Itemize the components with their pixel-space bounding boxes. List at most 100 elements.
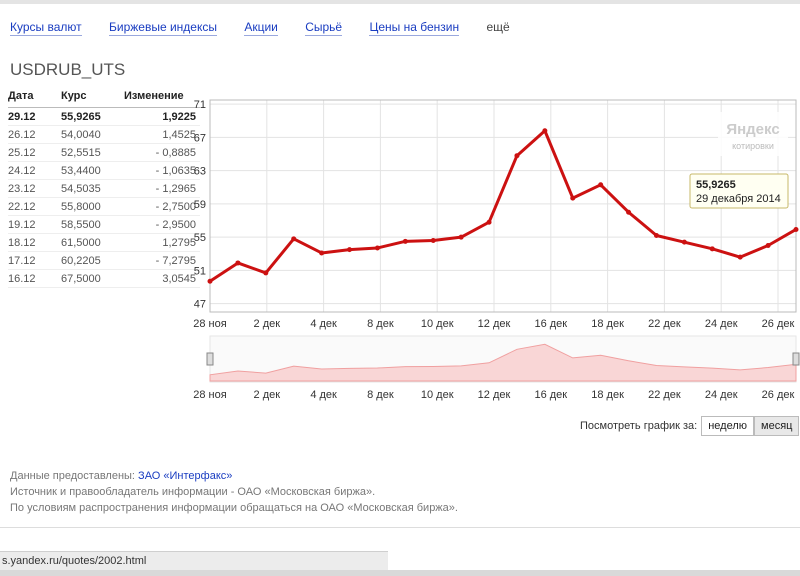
- table-header-row: Дата Курс Изменение: [8, 90, 200, 108]
- provider-link[interactable]: ЗАО «Интерфакс»: [138, 470, 233, 482]
- table-row: 24.12 53,4400- 1,0635: [8, 161, 200, 180]
- x-tick-label: 8 дек: [367, 318, 394, 330]
- data-point[interactable]: [430, 238, 436, 244]
- header-change: Изменение: [116, 90, 200, 108]
- data-point[interactable]: [458, 234, 464, 240]
- data-point[interactable]: [374, 245, 380, 251]
- row-change: - 1,0635: [116, 161, 200, 180]
- chart-area: Яндекс котировки 71 67 63 59 55 51 47 28 ноя 2 …: [190, 88, 800, 418]
- row-rate: 60,2205: [61, 251, 116, 270]
- navigator-x-tick-label: 4 дек: [310, 389, 337, 401]
- table-row: 29.12 55,9265 1,9225: [8, 107, 200, 126]
- nav-stocks[interactable]: Акции: [244, 20, 278, 36]
- data-point[interactable]: [570, 195, 576, 201]
- row-date: 18.12: [8, 233, 61, 252]
- nav-gasoline-prices[interactable]: Цены на бензин: [369, 20, 460, 36]
- data-point[interactable]: [207, 278, 213, 284]
- header-rate: Курс: [61, 90, 116, 108]
- data-point[interactable]: [514, 153, 520, 159]
- x-tick-label: 24 дек: [705, 318, 738, 330]
- nav-currency-rates[interactable]: Курсы валют: [10, 20, 82, 36]
- table-row: 26.12 54,0040 1,4525: [8, 125, 200, 144]
- tooltip-date: 29 декабря 2014: [696, 193, 781, 205]
- x-tick-label: 12 дек: [478, 318, 511, 330]
- footer-source: Источник и правообладатель информации - …: [10, 486, 376, 498]
- footer-terms: По условиям распространения информации о…: [10, 502, 458, 514]
- tooltip-value: 55,9265: [696, 179, 736, 191]
- data-point[interactable]: [347, 247, 353, 253]
- series-points: [207, 128, 799, 284]
- navigator-x-tick-label: 10 дек: [421, 389, 454, 401]
- row-change: 1,9225: [116, 107, 200, 126]
- x-tick-label: 10 дек: [421, 318, 454, 330]
- y-tick-label: 63: [194, 166, 206, 178]
- row-rate: 54,5035: [61, 179, 116, 198]
- x-tick-label: 16 дек: [534, 318, 567, 330]
- navigator-x-tick-label: 12 дек: [478, 389, 511, 401]
- data-point[interactable]: [653, 233, 659, 239]
- x-axis-ticks: 28 ноя 2 дек 4 дек 8 дек 10 дек 12 дек 16 дек 1…: [193, 318, 794, 330]
- y-axis-ticks: 71 67 63 59 55 51 47: [194, 99, 206, 311]
- navigator-x-tick-label: 18 дек: [591, 389, 624, 401]
- period-month-button[interactable]: месяц: [754, 416, 800, 436]
- row-rate: 61,5000: [61, 233, 116, 252]
- provided-prefix: Данные предоставлены:: [10, 470, 135, 482]
- row-change: - 7,2795: [116, 251, 200, 270]
- period-switcher: Посмотреть график за: неделю месяц: [580, 416, 800, 436]
- period-week-button[interactable]: неделю: [701, 416, 755, 436]
- data-point[interactable]: [263, 270, 269, 276]
- yandex-watermark: Яндекс котировки: [718, 112, 788, 156]
- row-date: 25.12: [8, 143, 61, 162]
- header-date: Дата: [8, 90, 61, 108]
- data-point[interactable]: [793, 226, 799, 232]
- row-date: 16.12: [8, 269, 61, 288]
- table-row: 16.12 67,5000 3,0545: [8, 269, 200, 288]
- navigator-x-tick-label: 22 дек: [648, 389, 681, 401]
- data-point[interactable]: [681, 239, 687, 245]
- row-rate: 58,5500: [61, 215, 116, 234]
- table-row: 19.12 58,5500- 2,9500: [8, 215, 200, 234]
- nav-commodities[interactable]: Сырьё: [305, 20, 343, 36]
- row-rate: 55,8000: [61, 197, 116, 216]
- row-date: 17.12: [8, 251, 61, 270]
- table-row: 17.12 60,2205- 7,2795: [8, 251, 200, 270]
- row-change: - 0,8885: [116, 143, 200, 162]
- data-point[interactable]: [291, 236, 297, 242]
- page-title: USDRUB_UTS: [10, 60, 126, 79]
- period-label: Посмотреть график за:: [580, 420, 698, 432]
- y-tick-label: 59: [194, 199, 206, 211]
- nav-more[interactable]: ещё: [486, 20, 510, 34]
- data-point[interactable]: [626, 209, 632, 215]
- row-date: 22.12: [8, 197, 61, 216]
- navigator-x-ticks: 28 ноя 2 дек 4 дек 8 дек 10 дек 12 дек 16 дек 1…: [193, 389, 794, 401]
- footer-provider-line: Данные предоставлены: ЗАО «Интерфакс»: [10, 468, 458, 484]
- data-point[interactable]: [709, 246, 715, 252]
- y-tick-label: 51: [194, 265, 206, 277]
- navigator-x-tick-label: 2 дек: [254, 389, 281, 401]
- row-rate: 52,5515: [61, 143, 116, 162]
- data-point[interactable]: [402, 238, 408, 244]
- data-point[interactable]: [598, 182, 604, 188]
- row-date: 19.12: [8, 215, 61, 234]
- y-tick-label: 67: [194, 132, 206, 144]
- rate-chart[interactable]: Яндекс котировки 71 67 63 59 55 51 47 28 ноя 2 …: [190, 88, 800, 418]
- data-point[interactable]: [319, 250, 325, 256]
- table-row: 23.12 54,5035- 1,2965: [8, 179, 200, 198]
- browser-bottom-bar: [0, 570, 800, 576]
- navigator-left-handle[interactable]: [206, 352, 214, 366]
- data-point[interactable]: [235, 260, 241, 266]
- x-tick-label: 22 дек: [648, 318, 681, 330]
- data-point[interactable]: [765, 242, 771, 248]
- x-tick-label: 18 дек: [591, 318, 624, 330]
- data-point[interactable]: [737, 254, 743, 260]
- navigator-x-tick-label: 24 дек: [705, 389, 738, 401]
- navigator-x-tick-label: 28 ноя: [193, 389, 226, 401]
- nav-stock-indices[interactable]: Биржевые индексы: [108, 20, 217, 36]
- navigator-right-handle[interactable]: [792, 352, 800, 366]
- plot-frame: [209, 99, 797, 313]
- data-point[interactable]: [542, 128, 548, 134]
- y-tick-label: 55: [194, 232, 206, 244]
- top-strip: [0, 0, 800, 4]
- data-point[interactable]: [486, 219, 492, 225]
- value-tooltip: 55,9265 29 декабря 2014: [689, 173, 789, 209]
